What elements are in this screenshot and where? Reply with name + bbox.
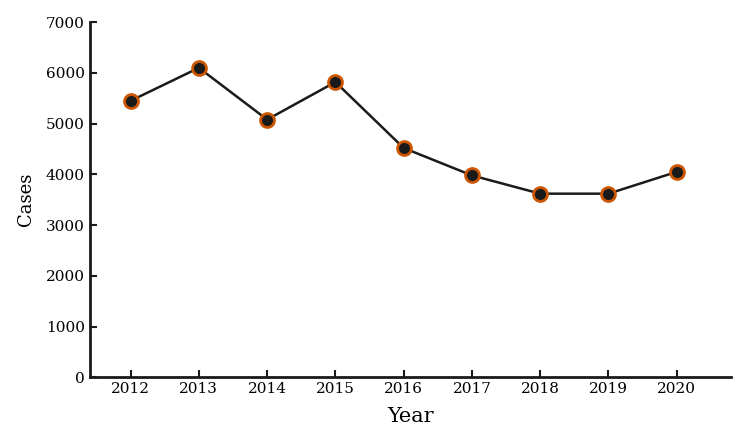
Y-axis label: Cases: Cases	[16, 173, 34, 226]
X-axis label: Year: Year	[387, 407, 434, 426]
